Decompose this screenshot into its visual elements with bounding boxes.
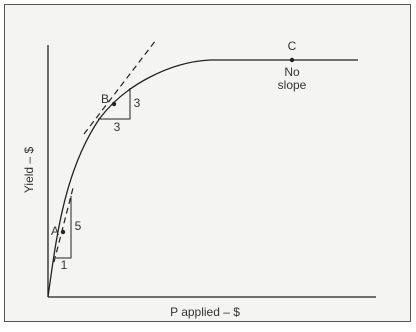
yield-curve [47, 59, 358, 298]
run-label: 3 [114, 120, 121, 134]
slope-triangle-a [56, 196, 72, 259]
point-note: No [284, 65, 300, 79]
frame [4, 4, 411, 322]
run-label: 1 [61, 258, 68, 272]
tangent-a [53, 187, 74, 263]
point-label: B [101, 92, 109, 106]
point-label: C [288, 39, 297, 53]
point-b [111, 101, 117, 107]
point-a [60, 229, 66, 235]
rise-label: 5 [75, 219, 82, 233]
rise-label: 3 [134, 96, 141, 110]
y-axis-label: Yield – $ [22, 147, 36, 194]
point-note: slope [278, 78, 307, 92]
point-label: A [51, 224, 59, 238]
slope-triangle-b [98, 88, 131, 120]
x-axis-label: P applied – $ [170, 305, 240, 319]
point-c [289, 57, 295, 63]
